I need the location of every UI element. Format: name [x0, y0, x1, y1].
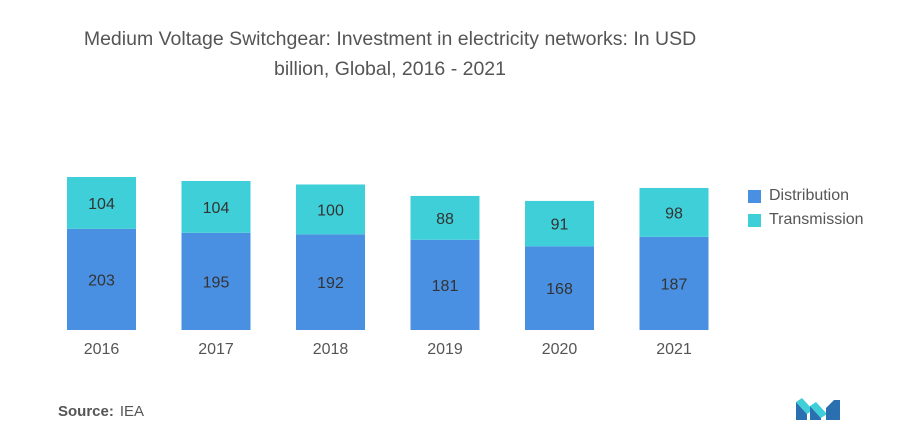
legend-label-transmission: Transmission: [769, 211, 864, 228]
x-tick-label-2021: 2021: [656, 341, 692, 358]
bar-distribution-2021[interactable]: [639, 236, 709, 330]
data-label-transmission-2017: 104: [203, 200, 230, 217]
bar-transmission-2016[interactable]: [67, 177, 136, 229]
data-label-distribution-2019: 181: [432, 278, 459, 295]
x-tick-label-2017: 2017: [198, 341, 234, 358]
legend-swatch-distribution: [748, 189, 761, 203]
data-label-distribution-2018: 192: [317, 275, 344, 292]
data-label-distribution-2017: 195: [203, 274, 230, 291]
x-tick-label-2018: 2018: [313, 341, 349, 358]
x-tick-label-2019: 2019: [427, 341, 463, 358]
source-note: Source: IEA: [58, 403, 144, 420]
x-tick-label-2020: 2020: [542, 341, 578, 358]
bar-distribution-2018[interactable]: [296, 234, 365, 330]
data-label-transmission-2016: 104: [88, 196, 115, 213]
legend-item-distribution[interactable]: Distribution: [748, 184, 864, 208]
bar-transmission-2020[interactable]: [525, 200, 594, 247]
data-label-transmission-2021: 98: [665, 205, 683, 222]
legend-item-transmission[interactable]: Transmission: [748, 208, 864, 232]
source-label: Source:: [58, 403, 114, 420]
bar-distribution-2020[interactable]: [525, 246, 594, 330]
bar-transmission-2021[interactable]: [639, 187, 709, 237]
mordor-intelligence-logo-icon: [796, 398, 840, 420]
source-value: IEA: [119, 403, 145, 420]
x-tick-label-2016: 2016: [84, 341, 120, 358]
chart-title: Medium Voltage Switchgear: Investment in…: [0, 24, 780, 84]
data-label-distribution-2020: 168: [546, 281, 573, 298]
chart-title-line-2: billion, Global, 2016 - 2021: [274, 58, 506, 80]
chart-title-line-1: Medium Voltage Switchgear: Investment in…: [83, 28, 697, 50]
bar-distribution-2017[interactable]: [181, 232, 251, 330]
data-label-distribution-2016: 203: [88, 272, 115, 289]
data-label-transmission-2019: 88: [436, 211, 454, 228]
legend: Distribution Transmission: [748, 184, 864, 232]
bar-distribution-2016[interactable]: [67, 228, 136, 330]
bar-transmission-2018[interactable]: [296, 184, 365, 235]
bar-transmission-2019[interactable]: [410, 195, 480, 240]
bar-transmission-2017[interactable]: [181, 180, 251, 233]
data-label-transmission-2018: 100: [317, 202, 344, 219]
data-label-transmission-2020: 91: [551, 217, 569, 234]
legend-swatch-transmission: [748, 213, 761, 227]
data-label-distribution-2021: 187: [661, 276, 688, 293]
bar-distribution-2019[interactable]: [410, 239, 480, 330]
legend-label-distribution: Distribution: [769, 187, 850, 204]
